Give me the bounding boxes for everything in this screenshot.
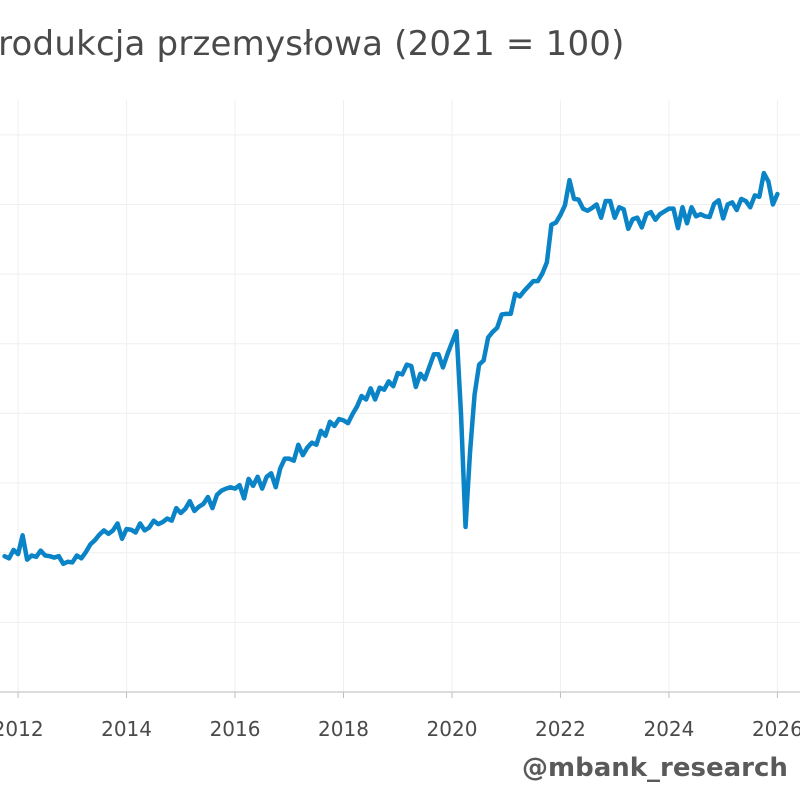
series-line (2, 170, 780, 567)
x-tick-label: 2016 (210, 717, 261, 741)
x-tick-label: 2018 (318, 717, 369, 741)
watermark: @mbank_research (522, 753, 788, 783)
x-tick-label: 2012 (0, 717, 44, 741)
series-layer (2, 170, 780, 567)
grid-lines (0, 100, 800, 692)
chart-title: Produkcja przemysłowa (2021 = 100) (0, 24, 625, 64)
x-axis: 2012 2014 2016 2018 2020 2022 2024 2026 (0, 691, 800, 741)
x-tick-label: 2026 (752, 717, 800, 741)
x-tick-label: 2020 (427, 717, 478, 741)
x-tick-label: 2022 (535, 717, 586, 741)
x-tick-label: 2024 (643, 717, 694, 741)
x-tick-label: 2014 (101, 717, 152, 741)
